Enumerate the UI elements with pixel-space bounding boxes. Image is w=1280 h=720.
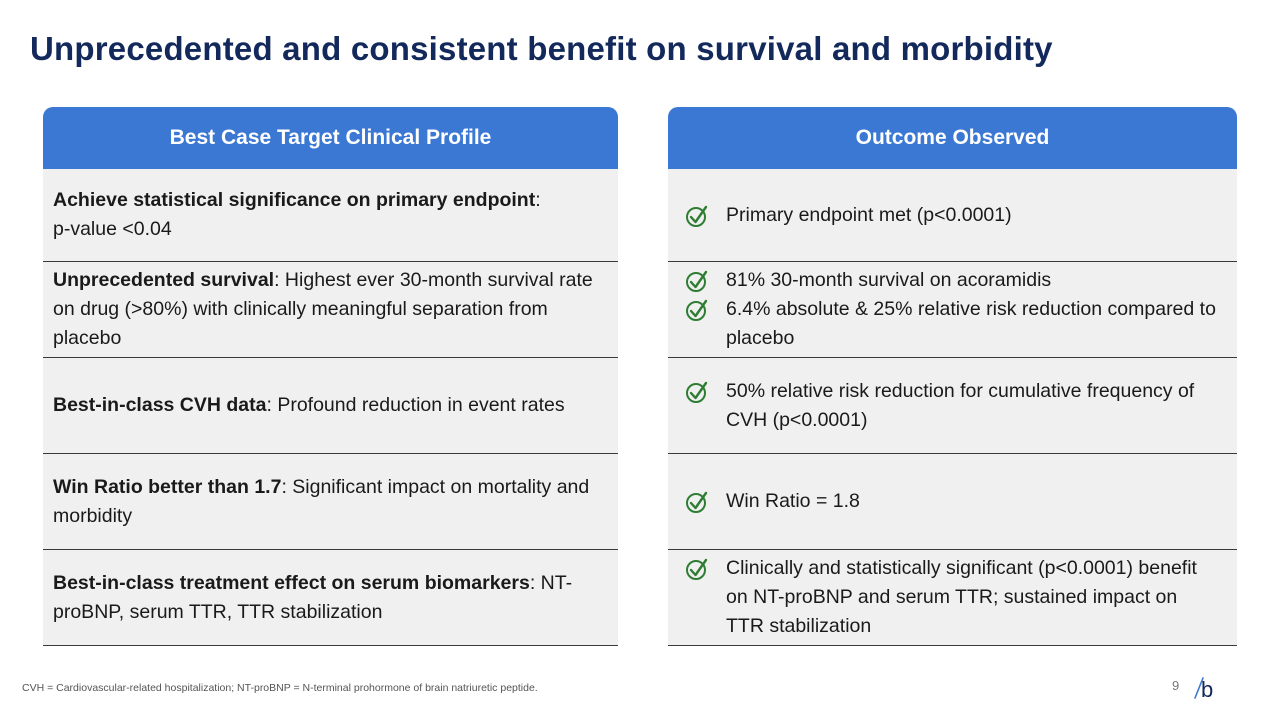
target-profile-panel: Best Case Target Clinical Profile Achiev…	[43, 107, 618, 646]
check-circle-icon	[686, 270, 708, 292]
check-circle-icon	[686, 299, 708, 321]
outcome-header: Outcome Observed	[668, 107, 1237, 169]
outcome-item: Primary endpoint met (p<0.0001)	[684, 201, 1012, 230]
target-row-text: Best-in-class treatment effect on serum …	[53, 571, 573, 623]
check-circle-icon	[686, 381, 708, 403]
target-row-text: Win Ratio better than 1.7: Significant i…	[53, 475, 590, 527]
target-row: Unprecedented survival: Highest ever 30-…	[43, 262, 618, 358]
page-number: 9	[1172, 678, 1180, 693]
target-row: Best-in-class treatment effect on serum …	[43, 550, 618, 646]
outcome-row: Primary endpoint met (p<0.0001)	[668, 169, 1237, 262]
check-circle-icon	[686, 558, 708, 580]
outcome-row: 50% relative risk reduction for cumulati…	[668, 358, 1237, 454]
outcome-row: 81% 30-month survival on acoramidis 6.4%…	[668, 262, 1237, 358]
outcome-item: Win Ratio = 1.8	[684, 487, 860, 516]
outcome-panel: Outcome Observed Primary endpoint met (p…	[668, 107, 1237, 646]
svg-text:b: b	[1201, 677, 1213, 700]
target-row-text: Achieve statistical significance on prim…	[53, 189, 541, 240]
target-row: Win Ratio better than 1.7: Significant i…	[43, 454, 618, 550]
check-circle-icon	[686, 205, 708, 227]
company-logo-icon: b	[1194, 677, 1213, 700]
target-row: Best-in-class CVH data: Profound reducti…	[43, 358, 618, 454]
outcome-item: 50% relative risk reduction for cumulati…	[684, 377, 1217, 435]
target-profile-header: Best Case Target Clinical Profile	[43, 107, 618, 169]
outcome-row: Win Ratio = 1.8	[668, 454, 1237, 550]
outcome-item: Clinically and statistically significant…	[684, 554, 1217, 641]
check-circle-icon	[686, 491, 708, 513]
outcome-item: 6.4% absolute & 25% relative risk reduct…	[684, 295, 1217, 353]
footnote: CVH = Cardiovascular-related hospitaliza…	[22, 682, 538, 694]
outcome-row: Clinically and statistically significant…	[668, 550, 1237, 646]
outcome-item: 81% 30-month survival on acoramidis	[684, 266, 1217, 295]
target-row: Achieve statistical significance on prim…	[43, 169, 618, 262]
target-row-text: Best-in-class CVH data: Profound reducti…	[53, 394, 565, 416]
target-row-text: Unprecedented survival: Highest ever 30-…	[53, 269, 593, 349]
page-title: Unprecedented and consistent benefit on …	[30, 30, 1053, 67]
